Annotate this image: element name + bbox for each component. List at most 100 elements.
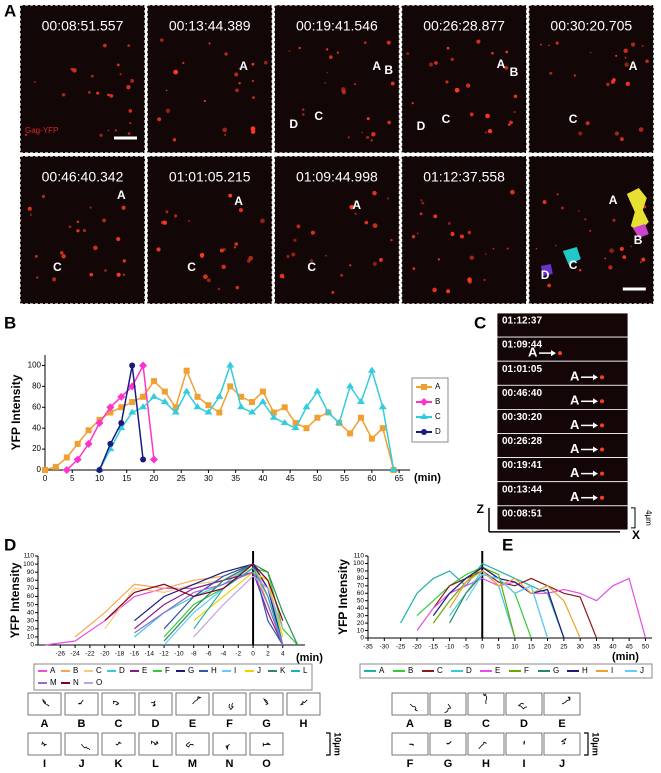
trajectory-label: B — [78, 718, 86, 730]
series-line — [104, 563, 284, 622]
legend-label: K — [280, 666, 286, 675]
marker-label: A — [570, 489, 580, 504]
spot — [600, 495, 604, 500]
arrow-head — [593, 374, 598, 381]
data-marker — [314, 414, 321, 421]
panel-label: A — [4, 1, 16, 20]
timestamp: 00:13:44.389 — [169, 18, 251, 34]
strip-time: 00:30:20 — [502, 412, 542, 423]
fluorescent-spot — [459, 234, 464, 239]
trajectory-label: D — [152, 718, 160, 730]
x-tick-label: 10 — [511, 644, 519, 651]
trajectory-label: O — [262, 758, 271, 770]
fluorescent-spot — [589, 51, 592, 54]
strip-row — [496, 408, 629, 434]
fluorescent-spot — [609, 248, 614, 253]
fluorescent-spot — [446, 289, 451, 294]
spot-label: B — [384, 63, 393, 77]
fluorescent-spot — [406, 52, 410, 56]
fluorescent-spot — [252, 96, 255, 99]
series-line — [134, 571, 284, 646]
x-tick-label: -8 — [191, 651, 197, 658]
x-tick-label: 0 — [251, 651, 255, 658]
fluorescent-spot — [72, 68, 77, 73]
fluorescent-spot — [251, 79, 255, 83]
fluorescent-spot — [104, 269, 107, 272]
fluorescent-spot — [89, 206, 92, 209]
y-tick-label: 80 — [27, 577, 35, 584]
fluorescent-spot — [29, 213, 32, 216]
fluorescent-spot — [540, 43, 542, 46]
spot-label: C — [569, 258, 578, 272]
x-tick-label: -12 — [159, 651, 169, 658]
x-tick-label: 15 — [528, 644, 536, 651]
legend-label: J — [257, 666, 261, 675]
fluorescent-spot — [623, 48, 628, 54]
fluorescent-spot — [390, 238, 393, 242]
data-marker — [128, 408, 137, 415]
trajectory — [262, 698, 269, 706]
x-tick-label: 4 — [281, 651, 285, 658]
trajectory — [42, 699, 50, 707]
data-marker — [269, 413, 278, 420]
data-marker — [129, 362, 136, 369]
x-tick-label: 50 — [642, 644, 650, 651]
data-marker — [106, 403, 115, 412]
legend-label: E — [142, 666, 147, 675]
strip-row — [496, 457, 629, 483]
fluorescent-spot — [260, 218, 265, 224]
fluorescent-spot — [349, 264, 352, 267]
x-tick-label: 60 — [367, 474, 376, 483]
fluorescent-spot — [612, 78, 616, 82]
fluorescent-spot — [76, 220, 80, 223]
spot — [600, 423, 604, 428]
y-tick-label: 40 — [27, 609, 35, 616]
trajectory-label: F — [407, 758, 414, 770]
data-marker — [205, 402, 212, 409]
fluorescent-spot — [217, 287, 221, 291]
spot-label: B — [510, 65, 519, 79]
data-marker — [367, 366, 376, 373]
x-tick-label: 0 — [43, 474, 48, 483]
fluorescent-spot — [203, 100, 206, 103]
fluorescent-spot — [454, 87, 460, 93]
fluorescent-spot — [615, 54, 618, 57]
x-tick-label: 30 — [204, 474, 213, 483]
fluorescent-spot — [250, 126, 256, 132]
trajectory — [482, 693, 488, 705]
fluorescent-spot — [173, 69, 179, 75]
fluorescent-spot — [390, 81, 395, 86]
trajectory-label: D — [520, 718, 528, 730]
fluorescent-spot — [34, 254, 38, 258]
fluorescent-spot — [446, 46, 450, 50]
fluorescent-spot — [87, 90, 91, 94]
fluorescent-spot — [130, 78, 135, 83]
legend-label: B — [73, 666, 78, 675]
fluorescent-spot — [371, 132, 376, 137]
fluorescent-spot — [387, 197, 390, 200]
data-marker — [118, 419, 125, 426]
legend-label: A — [379, 666, 385, 675]
data-marker — [117, 424, 126, 431]
series-line — [98, 365, 144, 471]
fluorescent-spot — [206, 278, 211, 283]
data-marker — [62, 466, 71, 474]
fluorescent-spot — [612, 218, 616, 222]
fluorescent-spot — [107, 93, 110, 97]
x-tick-label: -6 — [206, 651, 212, 658]
trajectory — [445, 741, 452, 745]
fluorescent-spot — [505, 50, 509, 54]
fluorescent-spot — [33, 80, 36, 83]
data-marker — [118, 404, 125, 411]
y-tick-label: 10 — [27, 634, 35, 641]
data-marker — [324, 408, 333, 415]
data-marker — [227, 383, 234, 390]
data-marker — [84, 439, 93, 448]
x-tick-label: -20 — [100, 651, 110, 658]
x-tick-label: 65 — [395, 474, 404, 483]
strip-row — [496, 481, 629, 507]
x-tick-label: 15 — [122, 474, 131, 483]
image-tile — [401, 155, 528, 305]
arrow-head — [593, 494, 598, 501]
